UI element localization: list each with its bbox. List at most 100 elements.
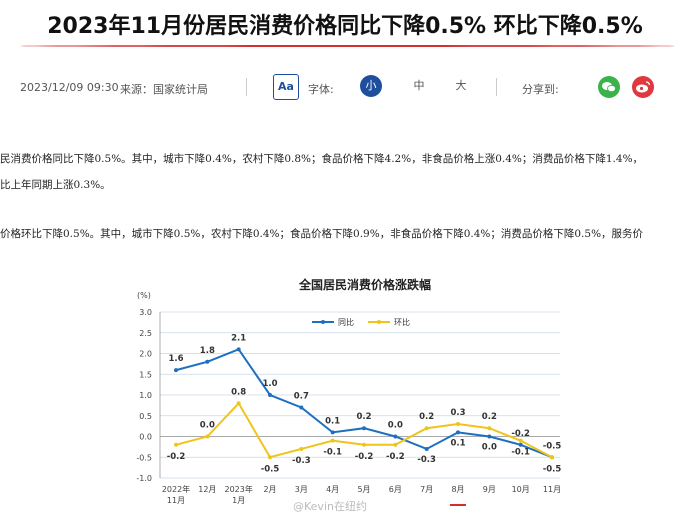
publish-datetime: 2023/12/09 09:30 bbox=[20, 81, 119, 94]
data-point bbox=[393, 442, 398, 447]
meta-divider bbox=[496, 78, 497, 96]
data-point bbox=[424, 446, 429, 451]
font-size-large-button[interactable]: 大 bbox=[455, 79, 467, 92]
data-point bbox=[362, 442, 366, 447]
legend-marker bbox=[321, 320, 325, 324]
data-label: -0.3 bbox=[292, 456, 311, 466]
x-tick-label: 2月 bbox=[263, 485, 276, 494]
y-tick-label: -0.5 bbox=[136, 453, 152, 462]
data-label: 0.1 bbox=[450, 438, 465, 448]
data-point bbox=[330, 438, 335, 443]
data-label: 0.7 bbox=[294, 391, 309, 401]
data-label: 0.2 bbox=[419, 412, 434, 422]
data-point bbox=[205, 434, 210, 439]
data-point bbox=[550, 455, 554, 460]
series-line-mom bbox=[175, 401, 553, 459]
data-label: -0.2 bbox=[511, 429, 530, 439]
article-meta-bar: 2023/12/09 09:30 来源：国家统计局 Aa 字体: 小 中 大 分… bbox=[0, 70, 690, 106]
data-point bbox=[268, 393, 272, 397]
data-point bbox=[236, 347, 241, 352]
x-tick-label: 5月 bbox=[357, 485, 370, 494]
data-point bbox=[299, 405, 304, 410]
data-point bbox=[174, 368, 178, 373]
data-label: -0.2 bbox=[386, 452, 405, 462]
data-label: -0.3 bbox=[417, 455, 436, 465]
y-tick-label: 2.5 bbox=[139, 329, 152, 338]
x-tick-label: 2023年 bbox=[224, 484, 252, 494]
x-tick-label: 2022年 bbox=[162, 484, 190, 494]
data-point bbox=[424, 426, 429, 431]
data-label: 0.2 bbox=[356, 412, 371, 422]
headline-underline bbox=[20, 45, 675, 47]
data-point bbox=[487, 434, 492, 439]
share-label: 分享到: bbox=[522, 83, 559, 96]
data-label: -0.5 bbox=[261, 464, 280, 474]
font-size-icon[interactable]: Aa bbox=[273, 74, 299, 100]
data-label: 0.0 bbox=[200, 421, 215, 431]
article-source: 来源：国家统计局 bbox=[120, 83, 208, 96]
data-label: -0.1 bbox=[323, 448, 342, 458]
data-point bbox=[205, 359, 210, 364]
article-paragraph: 比上年同期上涨0.3%。 bbox=[0, 179, 111, 191]
x-tick-label: 7月 bbox=[420, 485, 433, 494]
data-label: 2.1 bbox=[231, 333, 246, 343]
data-point bbox=[456, 422, 460, 427]
data-point bbox=[299, 446, 304, 451]
font-size-medium-button[interactable]: 中 bbox=[413, 79, 425, 92]
legend-marker bbox=[377, 320, 381, 324]
font-label: 字体: bbox=[308, 83, 334, 96]
y-tick-label: -1.0 bbox=[136, 474, 152, 483]
series-line-yoy bbox=[175, 348, 553, 459]
x-tick-label: 9月 bbox=[483, 485, 496, 494]
data-point bbox=[236, 401, 241, 406]
data-label: -0.5 bbox=[543, 441, 562, 451]
data-point bbox=[550, 455, 554, 460]
data-label: -0.2 bbox=[355, 452, 374, 462]
data-label: -0.5 bbox=[543, 464, 562, 474]
data-label: -0.1 bbox=[511, 448, 530, 458]
data-label: 1.0 bbox=[262, 379, 277, 389]
article-paragraph: 民消费价格同比下降0.5%。其中，城市下降0.4%，农村下降0.8%；食品价格下… bbox=[0, 153, 644, 165]
x-tick-label: 11月 bbox=[167, 496, 185, 505]
data-label: 1.6 bbox=[168, 354, 183, 364]
meta-divider bbox=[246, 78, 247, 96]
data-label: 0.1 bbox=[325, 416, 340, 426]
x-tick-label: 11月 bbox=[543, 485, 561, 494]
y-tick-label: 1.0 bbox=[139, 391, 152, 400]
x-tick-label: 8月 bbox=[451, 485, 464, 494]
data-point bbox=[393, 434, 398, 439]
data-label: 0.3 bbox=[450, 408, 465, 418]
x-tick-label: 12月 bbox=[198, 485, 216, 494]
y-tick-label: 1.5 bbox=[139, 370, 152, 379]
data-point bbox=[362, 426, 366, 431]
y-tick-label: 0.5 bbox=[139, 412, 152, 421]
x-tick-label: 10月 bbox=[512, 485, 530, 494]
legend-label: 同比 bbox=[338, 317, 354, 327]
y-tick-label: 2.0 bbox=[139, 350, 152, 359]
article-headline: 2023年11月份居民消费价格同比下降0.5% 环比下降0.5% bbox=[47, 14, 643, 39]
data-label: 0.0 bbox=[482, 443, 497, 453]
data-label: 1.8 bbox=[200, 346, 215, 356]
x-tick-label: 3月 bbox=[295, 485, 308, 494]
data-label: 0.2 bbox=[482, 412, 497, 422]
watermark: @Kevin在纽约 bbox=[293, 499, 367, 513]
data-point bbox=[487, 426, 492, 431]
y-tick-label: 0.0 bbox=[139, 433, 152, 442]
data-label: 0.8 bbox=[231, 387, 246, 397]
article-paragraph: 价格环比下降0.5%。其中，城市下降0.5%，农村下降0.4%；食品价格下降0.… bbox=[0, 228, 644, 240]
data-point bbox=[518, 442, 523, 447]
font-size-small-button[interactable]: 小 bbox=[360, 75, 382, 97]
data-point bbox=[518, 438, 523, 443]
data-point bbox=[174, 442, 178, 447]
weibo-icon[interactable] bbox=[632, 76, 654, 98]
y-tick-label: 3.0 bbox=[139, 308, 152, 317]
data-point bbox=[268, 455, 272, 460]
wechat-icon[interactable] bbox=[598, 76, 620, 98]
x-tick-label: 1月 bbox=[232, 496, 245, 505]
legend-label: 环比 bbox=[394, 317, 410, 327]
data-point bbox=[456, 430, 460, 435]
x-tick-label: 4月 bbox=[326, 485, 339, 494]
chart-title: 全国居民消费价格涨跌幅 bbox=[298, 278, 431, 292]
data-point bbox=[330, 430, 335, 435]
x-tick-label: 6月 bbox=[389, 485, 402, 494]
